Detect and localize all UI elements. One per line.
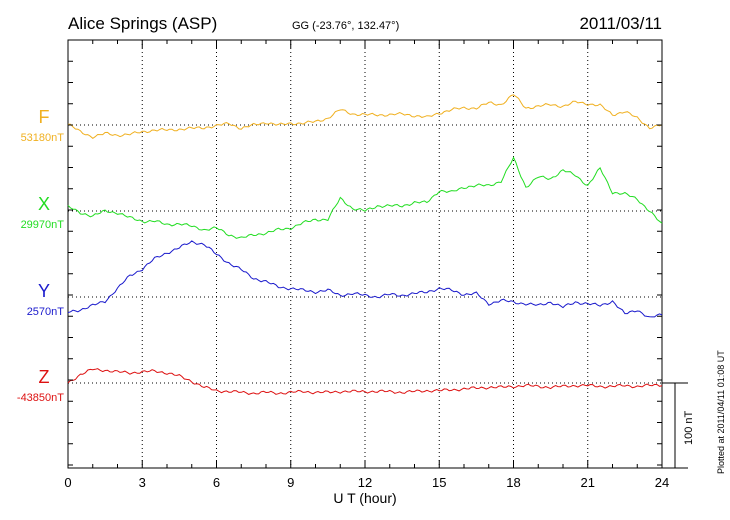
plotted-at-note: Plotted at 2011/04/11 01:08 UT bbox=[716, 350, 726, 474]
x-tick-label-9: 9 bbox=[287, 475, 294, 490]
x-tick-label-21: 21 bbox=[581, 475, 595, 490]
x-tick-label-15: 15 bbox=[432, 475, 446, 490]
station-coordinates: GG (-23.76°, 132.47°) bbox=[292, 20, 399, 32]
axis-ticks: 0 3 6 9 12 15 18 21 24 bbox=[64, 40, 669, 490]
x-axis-label: U T (hour) bbox=[333, 490, 396, 506]
series-baseline-Y: 2570nT bbox=[27, 306, 65, 318]
scale-bar bbox=[662, 382, 688, 469]
series-letter-F: F bbox=[39, 107, 50, 127]
x-tick-label-3: 3 bbox=[139, 475, 146, 490]
x-tick-label-12: 12 bbox=[358, 475, 372, 490]
series-labels: F 53180nT X 29970nT Y 2570nT Z -43850nT bbox=[17, 107, 64, 404]
scale-label: 100 nT bbox=[683, 410, 695, 445]
series-letter-Z: Z bbox=[39, 367, 50, 387]
data-traces bbox=[67, 94, 663, 395]
grid-lines bbox=[68, 40, 662, 468]
trace-Z bbox=[67, 368, 663, 395]
series-baseline-X: 29970nT bbox=[21, 219, 65, 231]
x-tick-label-24: 24 bbox=[655, 475, 669, 490]
trace-Y bbox=[67, 240, 663, 318]
x-tick-label-6: 6 bbox=[213, 475, 220, 490]
x-tick-label-0: 0 bbox=[64, 475, 71, 490]
x-tick-label-18: 18 bbox=[506, 475, 520, 490]
trace-X bbox=[67, 156, 663, 239]
series-baseline-Z: -43850nT bbox=[17, 392, 64, 404]
series-letter-Y: Y bbox=[38, 281, 50, 301]
series-baseline-F: 53180nT bbox=[21, 132, 65, 144]
series-letter-X: X bbox=[38, 194, 50, 214]
chart-date: 2011/03/11 bbox=[579, 14, 662, 33]
trace-F bbox=[67, 94, 663, 140]
chart-title: Alice Springs (ASP) bbox=[68, 14, 217, 33]
